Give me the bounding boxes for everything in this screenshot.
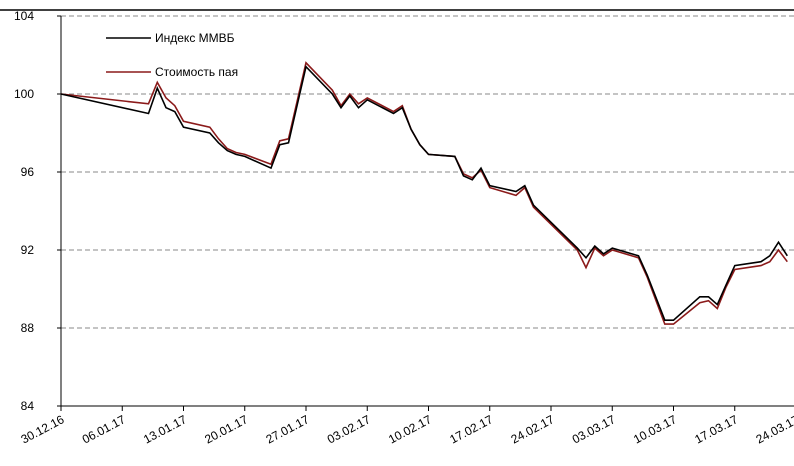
x-tick-label: 17.03.17 [692,412,740,446]
legend-label: Стоимость пая [155,65,238,79]
legend-label: Индекс ММВБ [155,31,235,45]
y-tick-label: 84 [21,399,35,413]
series-line [60,61,788,325]
y-tick-label: 104 [14,9,34,23]
y-tick-label: 100 [14,87,34,101]
y-tick-label: 92 [21,243,35,257]
x-tick-label: 03.02.17 [325,412,373,446]
x-tick-label: 27.01.17 [264,412,312,446]
x-tick-label: 20.01.17 [202,412,250,446]
y-tick-label: 96 [21,165,35,179]
x-tick-label: 03.03.17 [570,412,618,446]
y-tick-label: 88 [21,321,35,335]
x-tick-label: 06.01.17 [80,412,128,446]
x-tick-label: 24.03.17 [754,412,794,446]
x-tick-label: 17.02.17 [447,412,495,446]
x-tick-label: 13.01.17 [141,412,189,446]
series-line [60,65,788,322]
x-tick-label: 30.12.16 [19,412,67,446]
x-tick-label: 10.02.17 [386,412,434,446]
x-tick-label: 10.03.17 [631,412,679,446]
x-tick-label: 24.02.17 [509,412,557,446]
